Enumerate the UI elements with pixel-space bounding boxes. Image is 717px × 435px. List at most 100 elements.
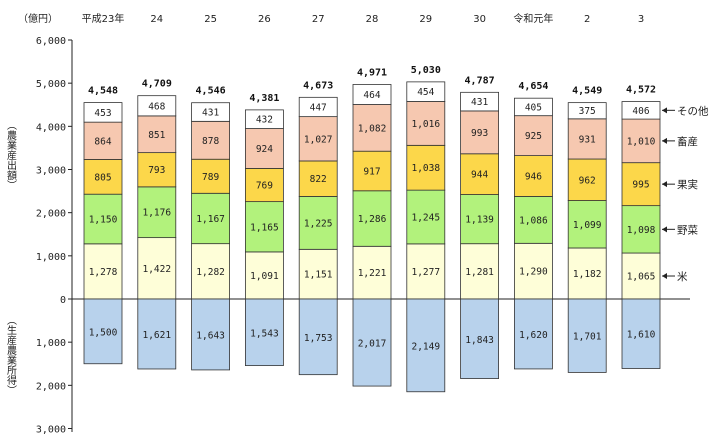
segment-value-label: 931 [579,134,596,145]
unit-label: （億円） [18,12,58,25]
category-label: 28 [366,14,379,25]
segment-value-label: 1,010 [627,136,656,147]
bar-segment [298,96,338,118]
income-value-label: 1,621 [142,330,171,341]
legend-label: 野菜 [677,224,698,236]
y-tick-label: 1,000 [36,252,66,263]
y-tick-label: 2,000 [36,381,66,392]
segment-value-label: 917 [363,166,380,177]
bar-segment [83,102,123,123]
segment-value-label: 1,151 [304,270,333,281]
segment-value-label: 1,278 [89,267,118,278]
segment-value-label: 944 [471,170,488,181]
bar-segment [460,153,500,195]
total-value-label: 4,787 [465,75,495,86]
total-value-label: 4,673 [303,80,333,91]
segment-value-label: 1,245 [411,213,440,224]
category-label: 24 [150,14,163,25]
income-bar [567,298,607,373]
income-bar [191,298,231,371]
segment-value-label: 1,098 [627,225,656,236]
total-value-label: 4,572 [626,85,656,96]
bar-segment [514,115,553,157]
bar-segment [137,95,177,117]
segment-value-label: 431 [471,97,488,108]
total-value-label: 4,381 [249,93,279,104]
bar-segment [567,102,607,120]
segment-value-label: 1,281 [465,267,494,278]
total-value-label: 4,971 [357,67,387,78]
bar-segment [298,160,338,197]
segment-value-label: 1,182 [573,269,602,280]
segment-value-label: 431 [202,108,219,119]
category-label: 令和元年 [513,12,553,25]
segment-value-label: 1,176 [142,208,171,219]
segment-value-label: 454 [417,87,434,98]
bar-segment [191,120,231,160]
segment-value-label: 464 [363,90,380,101]
bar-segment [621,252,661,300]
income-value-label: 2,017 [358,339,387,350]
total-value-label: 4,549 [572,86,602,97]
bar-segment [621,118,661,164]
y-tick-label: 3,000 [36,166,66,177]
income-value-label: 1,610 [627,330,656,341]
income-value-label: 2,149 [411,341,440,352]
segment-value-label: 1,016 [411,119,440,130]
segment-value-label: 924 [256,144,273,155]
legend-arrow-head [662,273,667,280]
bar-segment [621,101,661,120]
segment-value-label: 1,422 [142,264,171,275]
segment-value-label: 1,086 [519,215,548,226]
segment-value-label: 993 [471,128,488,139]
category-label: 平成23年 [82,12,125,25]
category-label: 3 [638,14,644,25]
y-tick-label: 4,000 [36,122,66,133]
bar-segment [567,118,607,160]
bar-segment [137,115,177,154]
category-label: 25 [204,14,217,25]
income-value-label: 1,643 [196,330,225,341]
income-bar [83,298,123,365]
category-label: 26 [258,14,271,25]
income-bar [621,298,661,369]
bar-segment [244,109,284,129]
upper-axis-label: （農業産出額） [5,120,17,190]
legend-label: 米 [677,270,688,283]
income-bar [352,298,392,387]
segment-value-label: 468 [148,101,165,112]
y-tick-label: 5,000 [36,79,66,90]
income-bar [244,298,284,367]
bar-segment [352,150,392,192]
segment-value-label: 447 [310,102,327,113]
segment-value-label: 1,139 [465,215,494,226]
segment-value-label: 793 [148,165,165,176]
bar-segment [137,152,177,188]
bar-segment [406,81,446,102]
segment-value-label: 1,277 [411,267,440,278]
bar-segment [137,186,177,239]
bar-segment [298,196,338,250]
bar-segment [244,128,284,169]
segment-value-label: 453 [94,108,111,119]
segment-value-label: 1,082 [358,123,387,134]
income-value-label: 1,500 [89,327,118,338]
segment-value-label: 1,065 [627,272,656,283]
bar-segment [244,168,284,203]
bar-segment [83,243,123,300]
segment-value-label: 864 [94,136,111,147]
income-value-label: 1,843 [465,335,494,346]
y-tick-label: 3,000 [36,425,66,435]
income-value-label: 1,753 [304,333,333,344]
bar-segment [406,243,446,300]
bar-segment [621,162,661,207]
bar-segment [460,91,500,112]
segment-value-label: 851 [148,130,165,141]
bar-segment [406,144,446,191]
segment-value-label: 1,027 [304,134,333,145]
bar-segment [83,193,123,245]
bar-segment [514,196,553,244]
total-value-label: 5,030 [411,65,441,76]
bar-segment [83,121,123,160]
